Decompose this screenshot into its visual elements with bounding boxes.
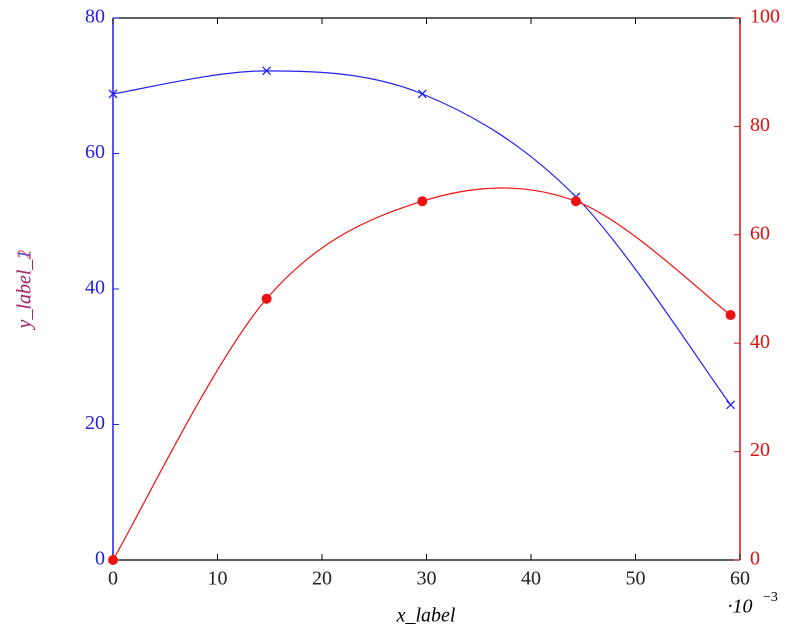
y-axis-label: y_label_1 [14, 250, 36, 331]
x-tick-label: 0 [108, 568, 118, 590]
series-line [112, 70, 732, 406]
y-tick-label: 0 [95, 548, 105, 570]
y2-tick-label: 20 [750, 439, 770, 461]
x-tick-label: 30 [417, 568, 437, 590]
y2-tick-label: 40 [750, 331, 770, 353]
marker [725, 310, 736, 321]
series-line [112, 187, 731, 561]
x-tick-label: 60 [730, 568, 750, 590]
marker [262, 66, 272, 76]
y-tick-label: 80 [85, 6, 105, 28]
x-tick-label: 20 [312, 568, 332, 590]
y2-tick-label: 60 [750, 222, 770, 244]
x-tick-label: 10 [208, 568, 228, 590]
x-scale-base: ·10 [728, 596, 753, 618]
y2-tick-label: 0 [750, 548, 760, 570]
x-axis-label: x_label [396, 605, 456, 627]
x-tick-label: 50 [626, 568, 646, 590]
y2-tick-label: 80 [750, 114, 770, 136]
marker [108, 89, 118, 99]
marker [417, 89, 427, 99]
marker [570, 196, 581, 207]
marker [108, 555, 118, 565]
x-tick-label: 40 [521, 568, 541, 590]
y2-tick-label: 100 [750, 6, 780, 28]
y2-axis-label: y_label_2 [14, 250, 36, 331]
x-scale-exponent: −3 [763, 590, 778, 605]
y-tick-label: 60 [85, 141, 105, 163]
marker [726, 400, 736, 410]
marker [261, 293, 272, 304]
y-tick-label: 20 [85, 412, 105, 434]
marker [417, 196, 428, 207]
y-tick-label: 40 [85, 277, 105, 299]
